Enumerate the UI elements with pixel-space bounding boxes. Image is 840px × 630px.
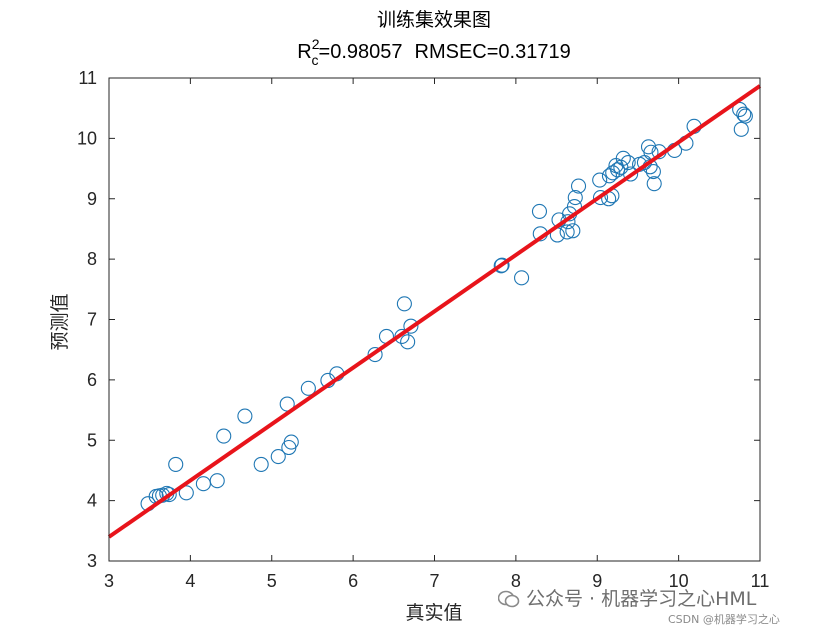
r-subscript: c [312,52,319,68]
data-point-25 [403,318,419,334]
y-tick-label: 10 [77,128,97,148]
rmsec-value: RMSEC=0.31719 [415,41,571,63]
data-point-49 [615,150,631,166]
data-point-29 [531,203,548,219]
watermark-main: 公众号 · 机器学习之心HML [498,584,756,611]
y-tick-label: 8 [87,249,97,269]
data-point-9 [209,473,225,489]
y-tick-label: 11 [78,68,97,88]
data-point-13 [270,449,286,465]
data-point-17 [300,380,316,396]
y-tick-label: 4 [87,491,97,511]
y-tick-label: 5 [87,430,97,450]
chart-title: 训练集效果图 [377,9,491,31]
data-point-40 [592,172,608,188]
y-tick-label: 3 [87,551,97,571]
watermark-main-text: 公众号 · 机器学习之心HML [526,588,757,610]
x-tick-label: 11 [751,571,770,591]
watermark-sub: CSDN @机器学习之心 [668,613,780,626]
data-point-38 [567,189,583,206]
data-point-51 [623,166,639,182]
data-point-57 [645,164,661,180]
plot-area [109,78,760,561]
data-point-45 [605,165,621,181]
data-point-11 [237,408,253,424]
data-point-50 [620,154,636,171]
data-point-12 [253,456,269,472]
fit-line [107,84,762,539]
y-tick-label: 9 [87,189,97,209]
data-point-65 [736,106,752,122]
x-tick-label: 9 [592,571,602,591]
data-point-7 [178,485,194,501]
data-point-24 [400,334,416,350]
axis-ticks: 3 4 5 6 7 8 9 10 11 3 4 5 6 7 8 9 10 11 [77,68,769,591]
x-tick-label: 5 [267,571,277,591]
data-point-23 [396,296,412,312]
chart-subtitle: R2 c=0.98057 RMSEC=0.31719 [297,36,570,68]
r-symbol: R [297,41,311,63]
data-point-39 [570,178,587,194]
data-point-27 [494,257,510,273]
x-tick-label: 4 [185,571,195,591]
data-point-28 [514,270,530,286]
data-point-10 [216,428,232,444]
wechat-icon [498,590,520,608]
data-point-20 [367,346,383,363]
data-point-41 [592,189,609,206]
y-tick-label: 6 [87,370,97,390]
data-point-36 [565,223,581,239]
x-tick-label: 8 [511,571,521,591]
data-point-66 [737,108,753,124]
y-axis-label: 预测值 [49,293,71,350]
y-tick-label: 7 [87,310,97,330]
data-point-5 [161,487,177,503]
data-point-26 [493,258,509,274]
data-point-6 [168,456,184,472]
data-point-33 [559,224,575,240]
data-point-58 [646,176,662,192]
r2-value: =0.98057 [319,41,403,63]
data-point-16 [283,434,299,450]
x-tick-label: 6 [348,571,358,591]
x-axis-label: 真实值 [405,602,462,624]
x-tick-label: 7 [429,571,439,591]
r-superscript: 2 [312,36,320,52]
data-points [140,101,753,512]
x-tick-label: 3 [104,571,114,591]
x-tick-label: 10 [669,571,689,591]
